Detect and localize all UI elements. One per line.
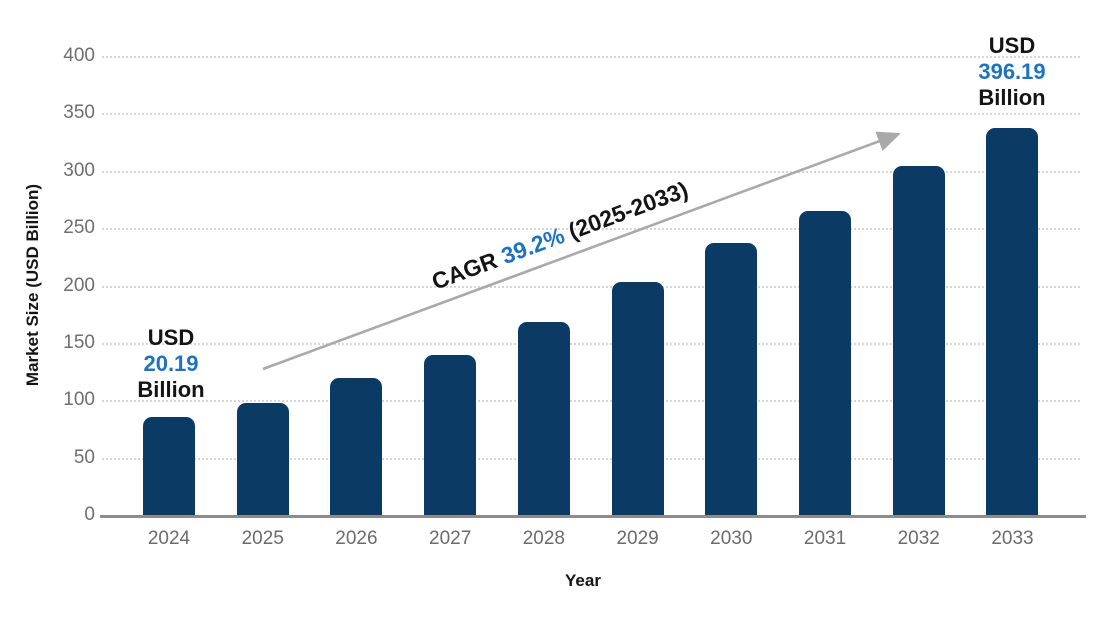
cagr-suffix: (2025-2033) xyxy=(558,176,692,247)
x-axis-title: Year xyxy=(565,571,601,590)
x-tick-label-2029: 2029 xyxy=(616,528,659,549)
x-tick-label-2024: 2024 xyxy=(147,528,191,549)
bar-2032 xyxy=(892,166,945,517)
bar-2024 xyxy=(143,417,195,517)
x-tick-label-2031: 2031 xyxy=(803,528,847,549)
first-callout-currency: USD xyxy=(147,325,195,350)
bar-2027 xyxy=(424,355,477,517)
bar-2029 xyxy=(611,282,664,517)
y-tick-label: 250 xyxy=(63,217,95,239)
last-callout-currency: USD xyxy=(988,33,1036,58)
bar-2030 xyxy=(705,243,758,517)
x-axis-line xyxy=(100,515,1086,518)
y-tick-label: 150 xyxy=(63,331,95,353)
x-tick-label-2032: 2032 xyxy=(897,528,940,549)
bar-2025 xyxy=(236,402,289,517)
y-tick-label: 0 xyxy=(84,504,95,525)
x-tick-label-2030: 2030 xyxy=(710,528,753,549)
y-tick-label: 400 xyxy=(63,45,95,66)
first-callout-value: 20.19 xyxy=(143,351,199,376)
x-tick-label-2025: 2025 xyxy=(241,528,284,549)
bar-2026 xyxy=(330,378,383,517)
last-callout-value: 396.19 xyxy=(978,59,1046,84)
last-bar-callout: USD 396.19 Billion xyxy=(978,33,1045,111)
y-gridline xyxy=(102,457,1080,460)
x-tick-label-2028: 2028 xyxy=(522,528,566,549)
x-tick-label-2027: 2027 xyxy=(429,528,472,549)
y-axis-title: Market Size (USD Billion) xyxy=(23,183,42,387)
first-callout-unit: Billion xyxy=(137,377,205,402)
bar-2033 xyxy=(986,128,1039,517)
y-tick-label: 50 xyxy=(73,446,95,468)
y-tick-label: 300 xyxy=(63,159,95,181)
y-gridline xyxy=(102,113,1080,116)
bar-2028 xyxy=(517,322,570,517)
x-tick-label-2026: 2026 xyxy=(335,528,378,549)
y-tick-label: 350 xyxy=(63,102,95,124)
cagr-annotation: CAGR 39.2% (2025-2033) xyxy=(428,176,692,295)
bar-2031 xyxy=(799,210,852,517)
x-tick-label-2033: 2033 xyxy=(991,528,1034,549)
y-gridline xyxy=(102,56,1080,58)
last-callout-unit: Billion xyxy=(978,85,1046,110)
y-tick-label: 200 xyxy=(63,274,95,296)
first-bar-callout: USD 20.19 Billion xyxy=(137,325,204,403)
y-tick-label: 100 xyxy=(63,389,95,411)
y-gridline xyxy=(102,400,1080,403)
